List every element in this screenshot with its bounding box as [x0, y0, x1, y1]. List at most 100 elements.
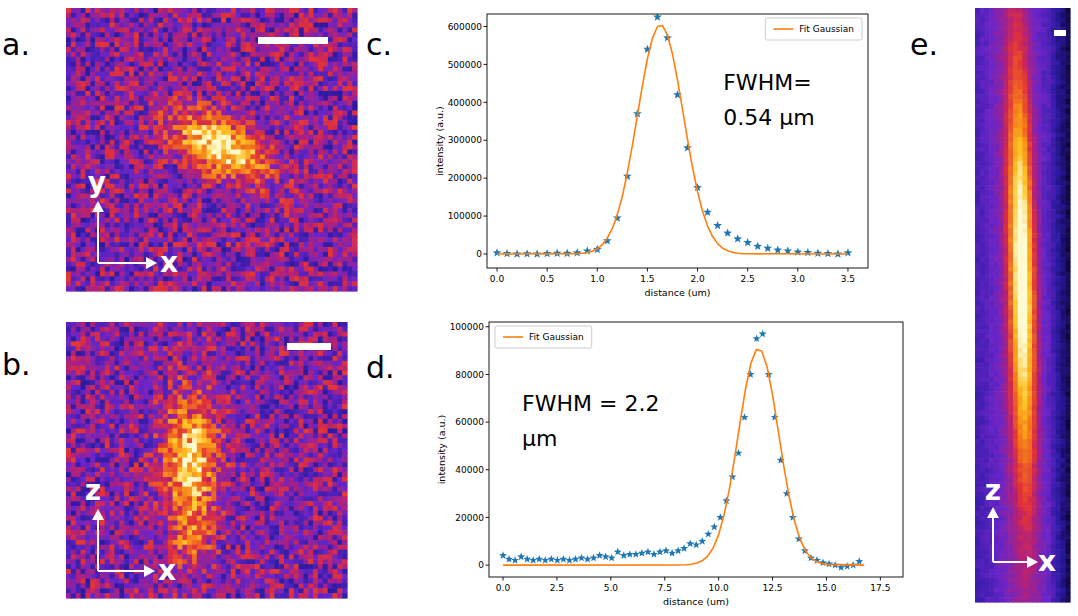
image-pixel	[187, 125, 192, 130]
image-pixel	[90, 8, 95, 13]
image-pixel	[284, 159, 289, 164]
image-pixel	[323, 67, 328, 72]
image-pixel	[90, 159, 95, 164]
image-pixel	[178, 120, 183, 125]
image-pixel	[212, 135, 217, 140]
image-pixel	[197, 62, 202, 67]
image-pixel	[231, 101, 236, 106]
image-pixel	[134, 159, 139, 164]
image-pixel	[221, 57, 226, 62]
image-pixel	[81, 110, 86, 115]
image-pixel	[270, 154, 275, 159]
image-pixel	[153, 130, 158, 135]
image-pixel	[294, 154, 299, 159]
image-pixel	[309, 164, 314, 169]
image-pixel	[124, 67, 129, 72]
image-pixel	[134, 18, 139, 23]
image-pixel	[202, 47, 207, 52]
image-pixel	[207, 130, 212, 135]
image-pixel	[289, 96, 294, 101]
image-pixel	[284, 18, 289, 23]
image-pixel	[173, 135, 178, 140]
image-pixel	[76, 106, 81, 111]
image-pixel	[119, 169, 124, 174]
image-pixel	[105, 76, 110, 81]
image-pixel	[168, 120, 173, 125]
image-pixel	[323, 62, 328, 67]
image-pixel	[328, 120, 333, 125]
image-pixel	[236, 164, 241, 169]
image-pixel	[153, 145, 158, 150]
image-pixel	[173, 159, 178, 164]
image-pixel	[134, 23, 139, 28]
image-pixel	[260, 18, 265, 23]
image-pixel	[352, 135, 357, 140]
image-pixel	[323, 115, 328, 120]
image-pixel	[100, 110, 105, 115]
image-pixel	[333, 52, 338, 57]
image-pixel	[289, 120, 294, 125]
image-pixel	[192, 86, 197, 91]
image-pixel	[236, 159, 241, 164]
image-pixel	[182, 106, 187, 111]
image-pixel	[294, 47, 299, 52]
image-pixel	[168, 106, 173, 111]
image-pixel	[275, 159, 280, 164]
image-pixel	[352, 140, 357, 145]
image-pixel	[119, 150, 124, 155]
image-pixel	[250, 145, 255, 150]
image-pixel	[294, 67, 299, 72]
image-pixel	[178, 18, 183, 23]
image-pixel	[221, 140, 226, 145]
image-pixel	[197, 154, 202, 159]
image-pixel	[221, 42, 226, 47]
image-pixel	[342, 13, 347, 18]
image-pixel	[236, 110, 241, 115]
image-pixel	[197, 101, 202, 106]
image-pixel	[192, 101, 197, 106]
image-pixel	[187, 106, 192, 111]
image-pixel	[134, 47, 139, 52]
image-pixel	[309, 18, 314, 23]
image-pixel	[313, 135, 318, 140]
image-pixel	[212, 62, 217, 67]
image-pixel	[304, 71, 309, 76]
image-pixel	[129, 106, 134, 111]
image-pixel	[134, 130, 139, 135]
image-pixel	[207, 62, 212, 67]
image-pixel	[207, 86, 212, 91]
image-pixel	[270, 110, 275, 115]
image-pixel	[115, 135, 120, 140]
image-pixel	[342, 42, 347, 47]
image-pixel	[192, 140, 197, 145]
image-pixel	[294, 76, 299, 81]
image-pixel	[255, 115, 260, 120]
image-pixel	[255, 159, 260, 164]
image-pixel	[284, 91, 289, 96]
image-pixel	[318, 81, 323, 86]
image-pixel	[66, 57, 71, 62]
image-pixel	[279, 130, 284, 135]
image-pixel	[342, 81, 347, 86]
image-pixel	[153, 23, 158, 28]
image-pixel	[90, 120, 95, 125]
image-pixel	[202, 101, 207, 106]
image-pixel	[226, 28, 231, 33]
image-pixel	[216, 76, 221, 81]
image-pixel	[221, 159, 226, 164]
image-pixel	[294, 57, 299, 62]
image-pixel	[323, 140, 328, 145]
image-pixel	[182, 81, 187, 86]
image-pixel	[144, 169, 149, 174]
image-pixel	[85, 62, 90, 67]
image-pixel	[148, 57, 153, 62]
image-pixel	[66, 159, 71, 164]
image-pixel	[212, 154, 217, 159]
image-pixel	[333, 47, 338, 52]
image-pixel	[187, 18, 192, 23]
image-pixel	[110, 91, 115, 96]
image-pixel	[76, 28, 81, 33]
image-pixel	[323, 81, 328, 86]
image-pixel	[71, 8, 76, 13]
image-pixel	[105, 81, 110, 86]
